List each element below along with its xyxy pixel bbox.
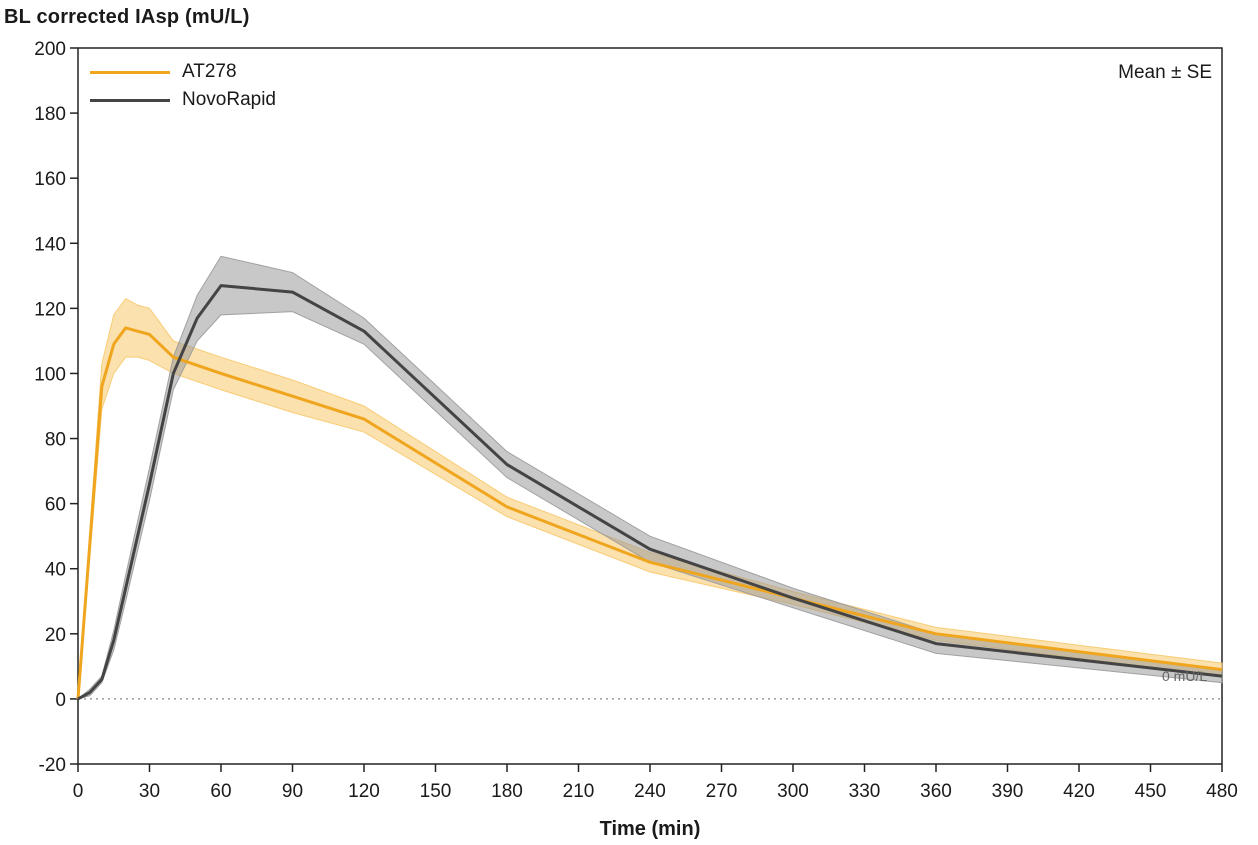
x-tick-label: 330 [849, 781, 881, 802]
x-tick-label: 360 [920, 781, 952, 802]
y-tick-label: 0 [55, 690, 66, 711]
y-tick-label: 180 [34, 104, 66, 125]
y-tick-label: 140 [34, 234, 66, 255]
x-tick-label: 0 [73, 781, 84, 802]
zero-line-label: 0 mU/L [1162, 668, 1208, 684]
y-tick-label: -20 [39, 755, 66, 776]
x-tick-label: 120 [348, 781, 380, 802]
legend-item-at278: AT278 [90, 58, 276, 86]
x-tick-label: 480 [1206, 781, 1238, 802]
x-tick-label: 90 [282, 781, 303, 802]
legend-label-at278: AT278 [182, 61, 237, 82]
y-tick-label: 80 [45, 430, 66, 451]
x-tick-label: 240 [634, 781, 666, 802]
legend: AT278 NovoRapid [90, 58, 276, 114]
x-tick-label: 450 [1135, 781, 1167, 802]
x-tick-label: 420 [1063, 781, 1095, 802]
x-tick-label: 390 [992, 781, 1024, 802]
x-tick-label: 60 [210, 781, 231, 802]
y-tick-label: 100 [34, 364, 66, 385]
x-tick-label: 150 [420, 781, 452, 802]
x-axis-title: Time (min) [599, 818, 701, 840]
series-line-novorapid [77, 284, 1223, 701]
legend-item-novorapid: NovoRapid [90, 86, 276, 114]
y-tick-label: 200 [34, 39, 66, 60]
series-line-at278 [76, 326, 1223, 700]
mean-se-note: Mean ± SE [1118, 62, 1212, 83]
y-tick-label: 60 [45, 495, 66, 516]
y-tick-label: 40 [45, 560, 66, 581]
legend-label-novorapid: NovoRapid [182, 89, 276, 110]
y-tick-label: 20 [45, 625, 66, 646]
legend-swatch-at278 [90, 70, 170, 74]
legend-swatch-novorapid [90, 98, 170, 102]
y-axis-title: BL corrected IAsp (mU/L) [4, 6, 250, 28]
y-tick-label: 160 [34, 169, 66, 190]
x-tick-label: 270 [706, 781, 738, 802]
x-tick-label: 300 [777, 781, 809, 802]
y-tick-label: 120 [34, 299, 66, 320]
x-tick-label: 30 [139, 781, 160, 802]
se-band-novorapid [77, 255, 1223, 700]
x-tick-label: 210 [563, 781, 595, 802]
x-tick-label: 180 [491, 781, 523, 802]
se-band-at278 [77, 297, 1223, 699]
